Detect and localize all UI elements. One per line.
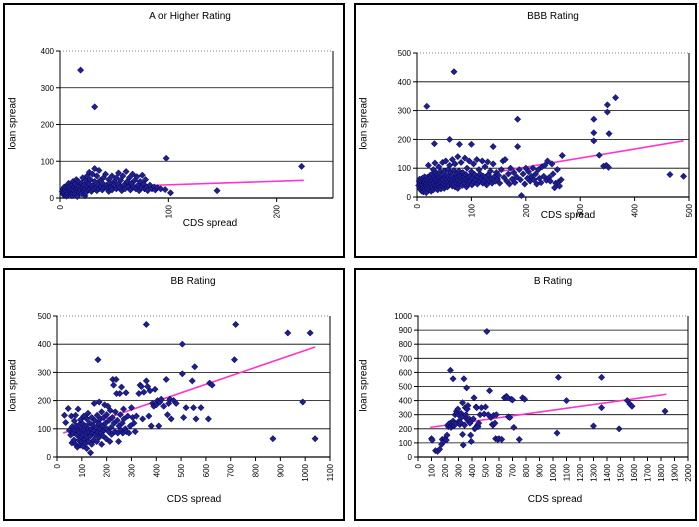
svg-text:400: 400 [631,203,640,217]
svg-text:700: 700 [509,463,518,477]
svg-text:1500: 1500 [617,463,626,481]
svg-text:1600: 1600 [630,463,639,481]
svg-text:0: 0 [414,463,423,468]
svg-text:1300: 1300 [590,463,599,481]
svg-text:800: 800 [522,463,531,477]
svg-text:300: 300 [398,107,412,116]
svg-text:400: 400 [399,397,413,406]
svg-text:700: 700 [227,463,236,477]
svg-text:0: 0 [408,453,413,462]
svg-text:500: 500 [482,463,491,477]
x-axis-label-bb: CDS spread [166,494,222,505]
svg-text:300: 300 [38,368,52,377]
svg-text:0: 0 [413,203,422,208]
chart-title-a-or-higher: A or Higher Rating [149,11,231,22]
svg-text:300: 300 [455,463,464,477]
chart-title-bb: BB Rating [170,276,216,287]
svg-text:400: 400 [38,340,52,349]
svg-text:500: 500 [685,203,694,217]
scatter-chart-bbb: 0 100 200 300 400 500 0 100 200 300 400 500 [398,49,694,217]
svg-text:1700: 1700 [644,463,653,481]
svg-text:900: 900 [399,326,413,335]
svg-text:600: 600 [495,463,504,477]
svg-text:400: 400 [152,463,161,477]
svg-text:200: 200 [441,463,450,477]
svg-text:0: 0 [50,194,55,203]
svg-text:200: 200 [273,204,282,218]
svg-text:1100: 1100 [326,463,335,481]
svg-text:800: 800 [399,340,413,349]
chart-panel-bb: BB Rating loan spread CDS spread 0 100 200… [3,268,345,521]
svg-text:1000: 1000 [549,463,558,481]
svg-text:200: 200 [399,425,413,434]
svg-text:500: 500 [177,463,186,477]
x-axis-label-a-or-higher: CDS spread [182,218,238,229]
svg-text:300: 300 [127,463,136,477]
chart-panel-bbb: BBB Rating loan spread CDS spread 0 100 20… [354,3,697,258]
svg-text:100: 100 [398,164,412,173]
svg-text:400: 400 [41,47,55,56]
svg-text:600: 600 [202,463,211,477]
svg-text:200: 200 [38,397,52,406]
svg-text:100: 100 [399,439,413,448]
scatter-chart-a-or-higher: 0 100 200 300 400 0 100 200 [41,47,334,218]
scatter-chart-b: 0 100 200 300 400 500 600 700 800 900 1000 0 100 200 3… [394,312,693,482]
scatter-chart-bb: 0 100 200 300 400 500 0 100 200 300 400 500 600 700 80… [38,312,335,482]
svg-text:100: 100 [38,425,52,434]
svg-text:600: 600 [399,368,413,377]
svg-text:300: 300 [576,203,585,217]
svg-text:900: 900 [536,463,545,477]
svg-text:200: 200 [522,203,531,217]
svg-text:2000: 2000 [684,463,693,481]
svg-text:500: 500 [398,49,412,58]
svg-text:200: 200 [103,463,112,477]
svg-text:1100: 1100 [563,463,572,481]
svg-text:1200: 1200 [576,463,585,481]
svg-text:1000: 1000 [394,312,412,321]
svg-text:800: 800 [252,463,261,477]
svg-text:400: 400 [398,78,412,87]
svg-text:0: 0 [407,193,412,202]
svg-text:900: 900 [276,463,285,477]
svg-text:0: 0 [53,463,62,468]
svg-text:100: 100 [428,463,437,477]
svg-text:500: 500 [399,383,413,392]
svg-text:200: 200 [41,121,55,130]
svg-text:1400: 1400 [603,463,612,481]
svg-text:200: 200 [398,135,412,144]
svg-text:700: 700 [399,354,413,363]
svg-text:400: 400 [468,463,477,477]
chart-panel-a-or-higher: A or Higher Rating loan spread CDS sprea… [3,3,345,258]
chart-title-bbb: BBB Rating [527,11,579,22]
svg-text:300: 300 [399,411,413,420]
svg-text:100: 100 [41,157,55,166]
svg-text:100: 100 [164,204,173,218]
svg-text:1000: 1000 [301,463,310,481]
chart-title-b: B Rating [533,276,573,287]
svg-text:100: 100 [78,463,87,477]
svg-text:1800: 1800 [657,463,666,481]
svg-text:300: 300 [41,84,55,93]
x-axis-label-b: CDS spread [527,494,583,505]
svg-text:0: 0 [56,204,65,209]
svg-text:500: 500 [38,312,52,321]
chart-panel-b: B Rating loan spread CDS spread 0 100 200 3… [354,268,697,521]
svg-text:1900: 1900 [671,463,680,481]
svg-text:100: 100 [467,203,476,217]
x-axis-label-bbb: CDS spread [540,210,596,221]
svg-text:0: 0 [47,453,52,462]
